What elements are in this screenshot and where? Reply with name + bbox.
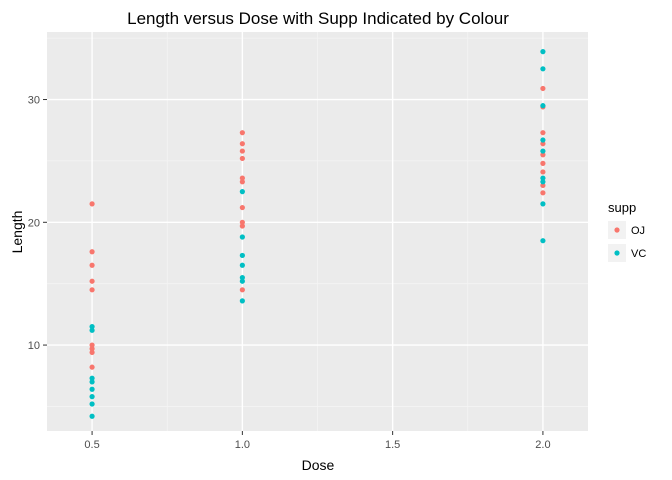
data-point-vc — [239, 278, 245, 284]
data-point-oj — [89, 278, 95, 284]
data-point-vc — [89, 401, 95, 407]
data-point-vc — [239, 252, 245, 259]
data-point-vc — [540, 238, 546, 244]
data-point-oj — [540, 152, 546, 158]
data-point-oj — [89, 349, 95, 356]
data-point-oj — [239, 219, 245, 225]
legend-label-vc: VC — [631, 248, 646, 260]
data-point-vc — [540, 201, 546, 207]
x-axis: 0.5 1.0 1.5 2.0 — [84, 431, 551, 451]
data-point-oj — [540, 130, 546, 136]
data-point-oj — [239, 175, 245, 181]
data-point-vc — [89, 375, 95, 381]
x-axis-title: Dose — [302, 457, 335, 473]
data-point-vc — [239, 262, 245, 268]
legend-title: supp — [608, 200, 636, 215]
major-gridlines — [47, 32, 588, 431]
data-point-vc — [89, 379, 95, 385]
data-point-vc — [239, 189, 245, 195]
data-point-oj — [540, 85, 546, 92]
data-point-vc — [540, 179, 546, 185]
data-point-oj — [540, 182, 546, 189]
y-tick-label: 10 — [28, 340, 40, 352]
data-point-oj — [89, 287, 95, 293]
data-point-vc — [540, 66, 546, 72]
data-point-vc — [540, 148, 546, 154]
x-tick-label: 2.0 — [535, 439, 550, 451]
y-tick-label: 30 — [28, 95, 40, 107]
x-tick-label: 1.5 — [385, 439, 400, 451]
legend-label-oj: OJ — [631, 225, 645, 237]
data-point-vc — [89, 386, 95, 392]
data-points — [89, 49, 546, 419]
data-point-oj — [89, 249, 95, 255]
legend-dot-vc — [614, 250, 620, 256]
data-point-oj — [89, 342, 95, 348]
data-point-oj — [89, 346, 95, 352]
y-tick-label: 20 — [28, 217, 40, 229]
data-point-oj — [239, 179, 245, 185]
data-point-vc — [239, 274, 245, 281]
data-point-vc — [540, 103, 546, 109]
data-point-oj — [540, 141, 546, 147]
data-point-vc — [89, 327, 95, 333]
y-axis-title: Length — [9, 211, 25, 254]
data-point-oj — [239, 141, 245, 147]
data-point-vc — [540, 49, 546, 55]
data-point-oj — [239, 148, 245, 154]
data-point-vc — [89, 324, 95, 330]
data-point-oj — [89, 262, 95, 268]
x-tick-label: 1.0 — [235, 439, 250, 451]
data-point-vc — [540, 175, 546, 181]
data-point-oj — [89, 201, 95, 207]
data-point-oj — [239, 130, 245, 136]
data-point-oj — [239, 223, 245, 229]
data-point-vc — [89, 413, 95, 419]
data-point-oj — [540, 160, 546, 166]
data-point-oj — [239, 287, 245, 293]
legend-dot-oj — [614, 227, 620, 233]
data-point-oj — [239, 155, 245, 162]
data-point-vc — [89, 394, 95, 400]
data-point-oj — [239, 204, 245, 211]
data-point-vc — [239, 298, 245, 304]
data-point-oj — [540, 190, 546, 196]
y-axis: 10 20 30 — [28, 95, 47, 352]
x-tick-label: 0.5 — [84, 439, 99, 451]
minor-gridlines — [47, 32, 588, 431]
data-point-vc — [239, 234, 245, 240]
chart-title: Length versus Dose with Supp Indicated b… — [127, 9, 509, 28]
data-point-oj — [89, 364, 95, 370]
legend: supp OJ VC — [608, 200, 646, 262]
data-point-vc — [540, 137, 546, 143]
data-point-oj — [540, 169, 546, 175]
